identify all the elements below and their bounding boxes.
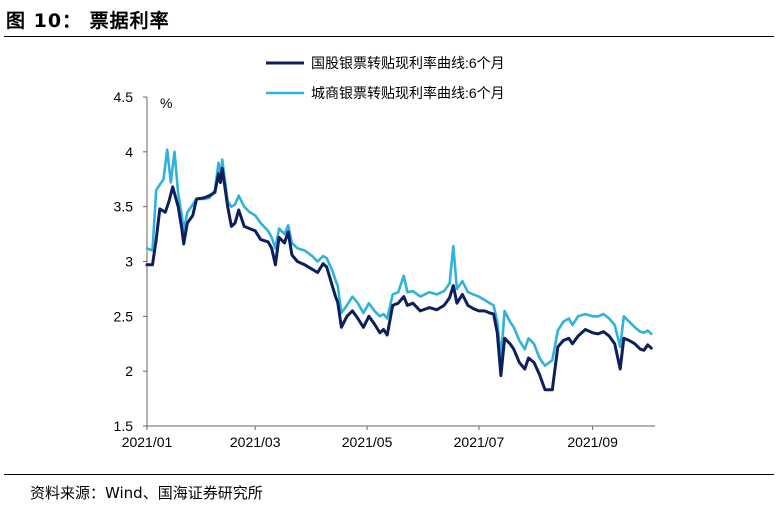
series-lines	[145, 148, 653, 392]
y-tick-label: 2	[125, 363, 133, 379]
y-axis: 1.5 2 2.5 3 3.5 4 4.5	[114, 89, 148, 434]
legend-item: 国股银票转贴现利率曲线:6个月	[266, 55, 505, 71]
y-tick-label: 1.5	[114, 418, 134, 434]
x-tick-label: 2021/05	[342, 434, 393, 450]
legend-label: 国股银票转贴现利率曲线:6个月	[311, 55, 505, 71]
y-tick-label: 2.5	[114, 308, 134, 324]
x-tick-label: 2021/07	[454, 434, 505, 450]
legend-item: 城商银票转贴现利率曲线:6个月	[266, 85, 505, 101]
y-axis-unit-label: %	[160, 95, 172, 111]
legend-label: 城商银票转贴现利率曲线:6个月	[311, 85, 505, 101]
bottom-rule	[4, 474, 774, 475]
x-axis: 2021/01 2021/03 2021/05 2021/07 2021/09	[122, 425, 655, 450]
figure-title: 图 10： 票据利率	[6, 10, 170, 32]
x-tick-label: 2021/01	[122, 434, 173, 450]
source-note: 资料来源：Wind、国海证券研究所	[30, 484, 263, 502]
y-tick-label: 3	[125, 254, 133, 270]
top-rule	[4, 36, 774, 37]
y-tick-label: 4	[125, 144, 133, 160]
y-tick-label: 3.5	[114, 199, 134, 215]
y-tick-label: 4.5	[114, 89, 134, 105]
series-line-chengshang	[145, 148, 653, 367]
x-tick-label: 2021/09	[567, 434, 618, 450]
x-tick-label: 2021/03	[230, 434, 281, 450]
series-line-guogu	[145, 166, 653, 392]
